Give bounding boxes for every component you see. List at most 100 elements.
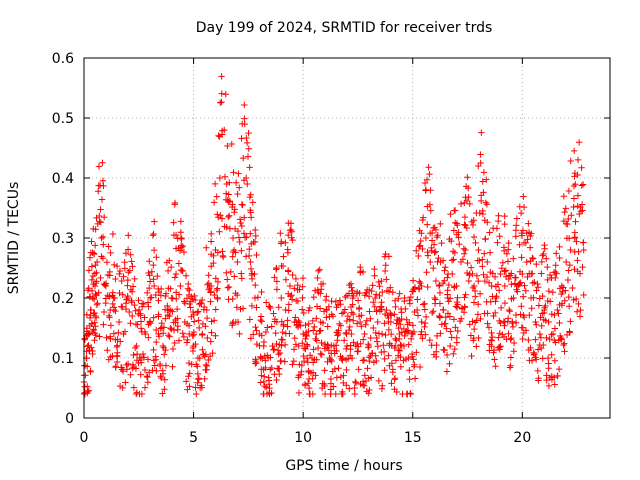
data-point xyxy=(253,340,261,348)
data-point xyxy=(264,354,272,362)
data-point xyxy=(446,235,453,243)
data-point xyxy=(367,334,374,342)
data-point xyxy=(432,277,440,285)
data-point xyxy=(285,231,292,239)
data-point xyxy=(308,354,316,362)
data-point xyxy=(135,297,142,304)
data-point xyxy=(177,266,185,274)
data-point xyxy=(436,300,444,307)
data-point xyxy=(556,254,563,262)
data-point xyxy=(278,342,285,349)
data-point xyxy=(550,374,558,381)
data-point xyxy=(552,339,559,346)
data-point xyxy=(462,222,469,229)
data-point xyxy=(157,292,165,299)
data-point xyxy=(135,306,143,314)
data-point xyxy=(507,336,514,343)
data-point xyxy=(448,257,456,264)
data-point xyxy=(478,197,485,205)
data-point xyxy=(301,380,309,388)
data-point xyxy=(358,311,365,319)
data-point xyxy=(532,318,539,326)
data-point xyxy=(383,276,390,283)
data-point xyxy=(198,299,205,307)
data-point xyxy=(88,238,95,245)
data-point xyxy=(278,238,285,245)
data-point xyxy=(317,318,324,326)
data-point xyxy=(499,259,507,266)
data-point xyxy=(99,233,107,241)
data-point xyxy=(568,212,575,219)
data-point xyxy=(207,263,215,270)
data-point xyxy=(248,240,255,248)
data-point xyxy=(426,201,434,208)
data-point xyxy=(115,329,122,336)
data-point xyxy=(365,342,373,350)
data-point xyxy=(113,358,121,366)
data-point xyxy=(244,180,251,188)
data-point xyxy=(378,299,385,306)
data-point xyxy=(234,318,242,326)
data-point xyxy=(285,301,293,308)
y-tick-label: 0.2 xyxy=(52,291,74,307)
data-point xyxy=(396,347,404,354)
data-point xyxy=(528,270,535,278)
data-point xyxy=(468,352,475,360)
data-point xyxy=(410,363,418,370)
data-point xyxy=(171,339,178,347)
data-point xyxy=(502,273,510,280)
data-point xyxy=(135,310,142,318)
data-point xyxy=(546,271,554,279)
data-point xyxy=(570,203,577,211)
data-point xyxy=(164,267,172,275)
data-point xyxy=(425,164,432,171)
data-point xyxy=(183,339,191,346)
data-point xyxy=(533,287,540,294)
data-point xyxy=(107,322,115,329)
data-point xyxy=(125,232,132,239)
data-point xyxy=(153,326,160,334)
data-point xyxy=(278,294,285,302)
data-point xyxy=(391,311,398,318)
data-point xyxy=(522,239,530,247)
data-point xyxy=(419,335,426,342)
data-point xyxy=(388,360,396,367)
data-point xyxy=(524,273,531,281)
data-point xyxy=(360,382,368,389)
data-point xyxy=(371,303,378,310)
data-point xyxy=(435,254,442,262)
data-point xyxy=(271,274,278,281)
data-point xyxy=(411,284,419,291)
data-point xyxy=(512,227,520,234)
data-point xyxy=(353,320,361,327)
data-point xyxy=(298,368,305,376)
data-point xyxy=(488,343,495,350)
data-point xyxy=(262,384,270,391)
data-point xyxy=(548,351,555,358)
data-point xyxy=(579,181,587,188)
data-point xyxy=(171,274,179,281)
data-point xyxy=(430,308,437,315)
data-point xyxy=(519,270,526,278)
data-point xyxy=(103,259,111,266)
data-point xyxy=(247,191,254,199)
data-point xyxy=(526,244,534,251)
data-point xyxy=(157,285,165,293)
data-point xyxy=(110,304,118,311)
data-point xyxy=(477,151,484,158)
data-point xyxy=(253,359,260,367)
data-point xyxy=(527,294,535,302)
data-point xyxy=(146,278,154,285)
data-point xyxy=(162,315,169,322)
data-point xyxy=(543,334,550,342)
data-point xyxy=(422,234,430,242)
data-point xyxy=(444,274,451,281)
data-point xyxy=(483,201,491,208)
data-point xyxy=(410,356,417,363)
data-point xyxy=(155,311,162,318)
data-point xyxy=(505,330,512,337)
data-point xyxy=(416,278,423,285)
data-point xyxy=(169,363,176,371)
data-point xyxy=(245,129,252,137)
data-point xyxy=(124,276,131,284)
